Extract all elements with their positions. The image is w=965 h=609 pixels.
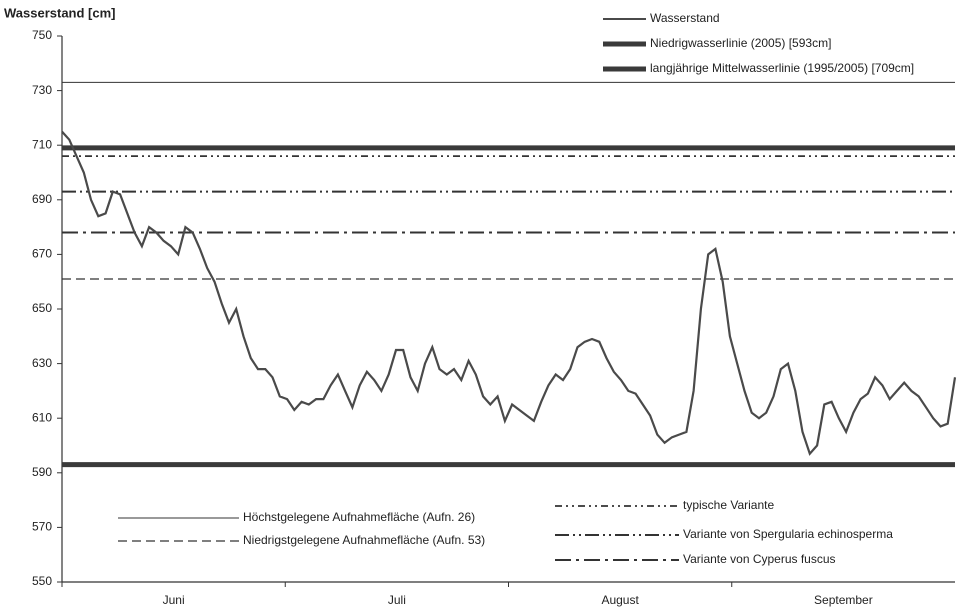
x-tick-label: Juli xyxy=(388,593,406,607)
legend-label: Variante von Spergularia echinosperma xyxy=(683,527,893,541)
y-tick-label: 630 xyxy=(32,356,52,370)
y-tick-label: 570 xyxy=(32,520,52,534)
y-tick-label: 670 xyxy=(32,247,52,261)
legend-label: Variante von Cyperus fuscus xyxy=(683,552,836,566)
legend-label: langjährige Mittelwasserlinie (1995/2005… xyxy=(650,61,914,75)
x-tick-label: Juni xyxy=(163,593,185,607)
legend-label: Niedrigwasserlinie (2005) [593cm] xyxy=(650,36,831,50)
axis-title: Wasserstand [cm] xyxy=(4,5,116,20)
data-line xyxy=(61,130,957,456)
y-tick-label: 730 xyxy=(32,83,52,97)
y-tick-label: 610 xyxy=(32,410,52,424)
y-tick-label: 710 xyxy=(32,137,52,151)
x-tick-label: September xyxy=(814,593,873,607)
legend-label: Niedrigstgelegene Aufnahmefläche (Aufn. … xyxy=(243,533,485,547)
y-tick-label: 650 xyxy=(32,301,52,315)
y-tick-label: 550 xyxy=(32,574,52,588)
y-tick-label: 690 xyxy=(32,192,52,206)
y-tick-label: 750 xyxy=(32,28,52,42)
legend-label: typische Variante xyxy=(683,498,774,512)
x-tick-label: August xyxy=(601,593,639,607)
y-tick-label: 590 xyxy=(32,465,52,479)
legend-label: Höchstgelegene Aufnahmefläche (Aufn. 26) xyxy=(243,510,475,524)
legend-label: Wasserstand xyxy=(650,11,720,25)
